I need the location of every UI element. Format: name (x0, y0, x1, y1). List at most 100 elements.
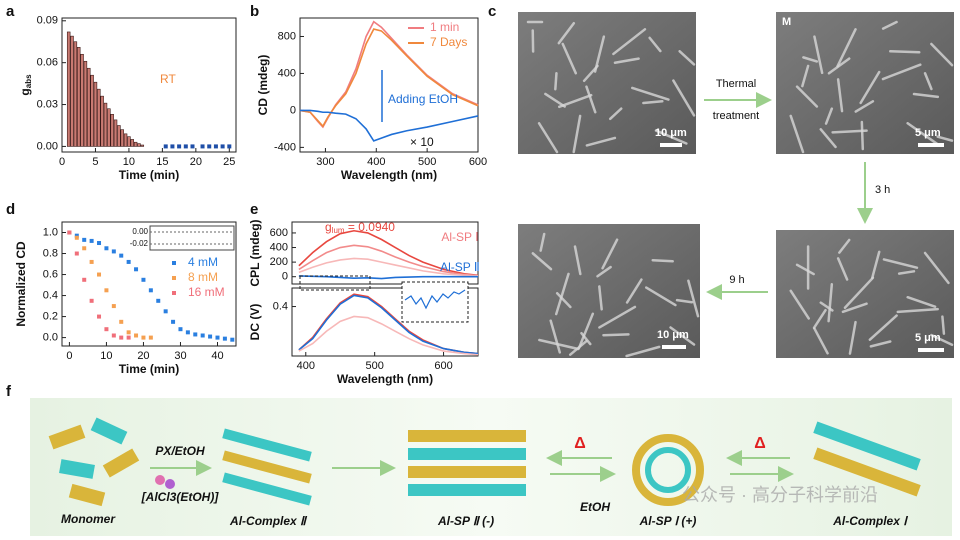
sem-fiber (812, 308, 827, 330)
point (134, 333, 139, 338)
y-tick-label: 0.2 (43, 310, 58, 322)
y-axis-label: CPL (mdeg) (248, 219, 262, 286)
sem-fiber (802, 56, 819, 63)
sem-fiber (836, 257, 849, 281)
y-tick-label: 400 (278, 67, 296, 79)
line (298, 229, 479, 277)
y-tick-label: 0.6 (43, 268, 58, 280)
x-tick-label: 600 (469, 156, 487, 168)
point (170, 144, 175, 149)
point (126, 335, 131, 340)
point (119, 319, 124, 324)
point (148, 288, 153, 293)
point (222, 336, 227, 341)
scale-bar-label: 10 μm (657, 329, 689, 341)
scheme-label: Δ (754, 435, 766, 452)
step-label: 9 h (729, 274, 744, 286)
sem-fiber (573, 245, 582, 276)
legend-swatch (172, 261, 176, 265)
sem-fiber (870, 250, 881, 280)
sem-fiber (836, 78, 844, 113)
x-axis-label: Time (min) (119, 362, 179, 376)
bar (117, 125, 121, 147)
line (298, 275, 478, 280)
complex-art (222, 428, 312, 506)
scheme-label: Al-SP Ⅱ (-) (437, 514, 494, 528)
sem-fiber (601, 238, 619, 270)
line (298, 244, 479, 277)
complex1-art (813, 421, 921, 497)
zoom-trace (404, 289, 466, 310)
sem-fiber (930, 333, 954, 347)
x-tick-label: 20 (137, 350, 149, 362)
scheme-label: Δ (574, 435, 586, 452)
sem-fiber (625, 345, 661, 358)
point (156, 298, 161, 303)
x-tick-label: 15 (156, 156, 168, 168)
y-tick-label: 0.03 (37, 98, 58, 110)
point (74, 251, 79, 256)
y-tick-label: 0.09 (37, 15, 58, 27)
plot-frame (61, 221, 237, 347)
line (298, 294, 479, 355)
bar (83, 60, 88, 147)
sem-fiber (868, 314, 898, 341)
scale-bar-label: 10 μm (655, 127, 687, 139)
point (67, 230, 72, 235)
y-tick-label: 0.0 (43, 331, 58, 343)
panel-label: c (488, 3, 496, 20)
panel-label: f (6, 383, 12, 400)
bar (127, 136, 131, 147)
sem-fiber (860, 120, 865, 151)
y-axis-label: gabs (18, 74, 33, 96)
sem-fiber (923, 71, 933, 91)
point (207, 144, 212, 149)
sem-fiber (897, 270, 916, 275)
sem-fiber (572, 114, 582, 154)
scheme-label: [AlCl3(EtOH)] (141, 490, 220, 504)
sem-fiber (577, 312, 595, 350)
plot-frame (61, 17, 237, 153)
bar (107, 108, 111, 147)
sem-fiber (841, 302, 868, 314)
point (89, 259, 94, 264)
y-axis-label-part: CD (mdeg) (256, 55, 270, 116)
plot-frame (299, 17, 479, 153)
watermark: 公众号 · 高分子科学前沿 (682, 485, 878, 505)
annotation: Al-SP Ⅰ (441, 230, 478, 244)
point (200, 333, 205, 338)
sem-fiber (824, 107, 834, 125)
x-tick-label: 5 (92, 156, 98, 168)
point (208, 334, 213, 339)
sem-fiber (813, 327, 829, 355)
scheme-label: Al-SP Ⅰ (+) (639, 514, 697, 528)
sem-fiber (672, 79, 696, 117)
point (134, 267, 139, 272)
bar (133, 141, 138, 147)
inset-frame (149, 225, 235, 251)
sem-fiber (930, 42, 954, 67)
y-axis-label-part: Normalized CD (14, 241, 28, 327)
bar (120, 129, 124, 147)
point (104, 246, 109, 251)
point (111, 333, 116, 338)
y-tick-label: 0 (290, 104, 296, 116)
x-tick-label: 500 (418, 156, 436, 168)
x-tick-label: 25 (223, 156, 235, 168)
scale-bar (660, 143, 682, 147)
sem-fiber (881, 63, 922, 81)
inset-tick-label: -0.02 (130, 239, 149, 248)
sem-fiber (678, 50, 696, 66)
x-tick-label: 600 (434, 360, 452, 372)
sem-fiber (585, 85, 597, 114)
sem-fiber (882, 258, 919, 269)
zoom-box (401, 281, 469, 323)
sem-fiber (869, 340, 892, 348)
point (148, 335, 153, 340)
sem-image (518, 12, 696, 154)
annotation: glum = 0.0940 (325, 220, 395, 235)
point (227, 144, 232, 149)
bar (137, 143, 141, 147)
y-tick-label: 400 (270, 241, 288, 253)
y-axis-label: DC (V) (248, 304, 262, 341)
